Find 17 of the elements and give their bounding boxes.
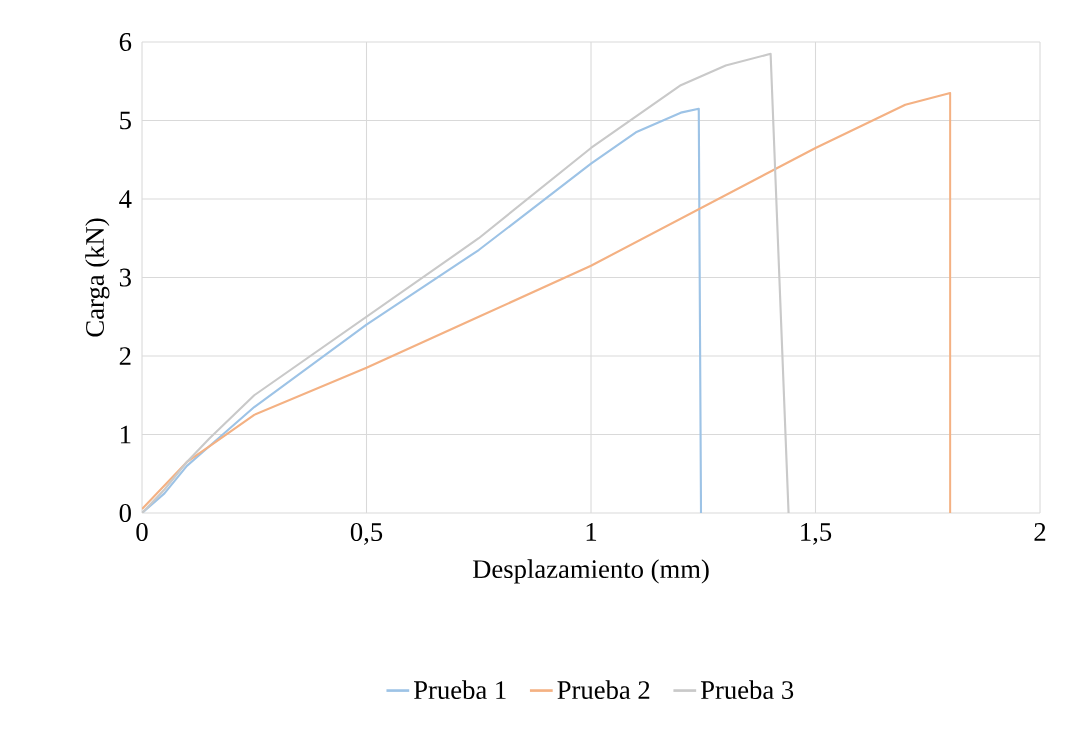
y-tick-label: 1 bbox=[120, 425, 131, 444]
x-tick-label: 1 bbox=[586, 523, 597, 541]
x-tick-label: 0,5 bbox=[350, 523, 383, 545]
y-tick-label: 0 bbox=[119, 504, 131, 522]
y-tick-label: 2 bbox=[119, 347, 131, 365]
x-tick-label: 0 bbox=[136, 523, 148, 542]
legend-label: Prueba 1 bbox=[413, 680, 506, 700]
y-tick-label: 3 bbox=[119, 268, 131, 287]
legend-label: Prueba 2 bbox=[557, 680, 650, 700]
y-tick-label: 6 bbox=[119, 33, 132, 51]
x-tick-label: 1,5 bbox=[801, 523, 832, 545]
x-tick-label: 2 bbox=[1034, 523, 1046, 541]
y-tick-label: 5 bbox=[120, 111, 131, 130]
x-axis-title: Desplazamiento (mm) bbox=[472, 559, 709, 584]
y-axis-title: Carga (kN) bbox=[85, 218, 110, 337]
y-tick-label: 4 bbox=[119, 190, 132, 208]
legend-label: Prueba 3 bbox=[700, 680, 794, 700]
